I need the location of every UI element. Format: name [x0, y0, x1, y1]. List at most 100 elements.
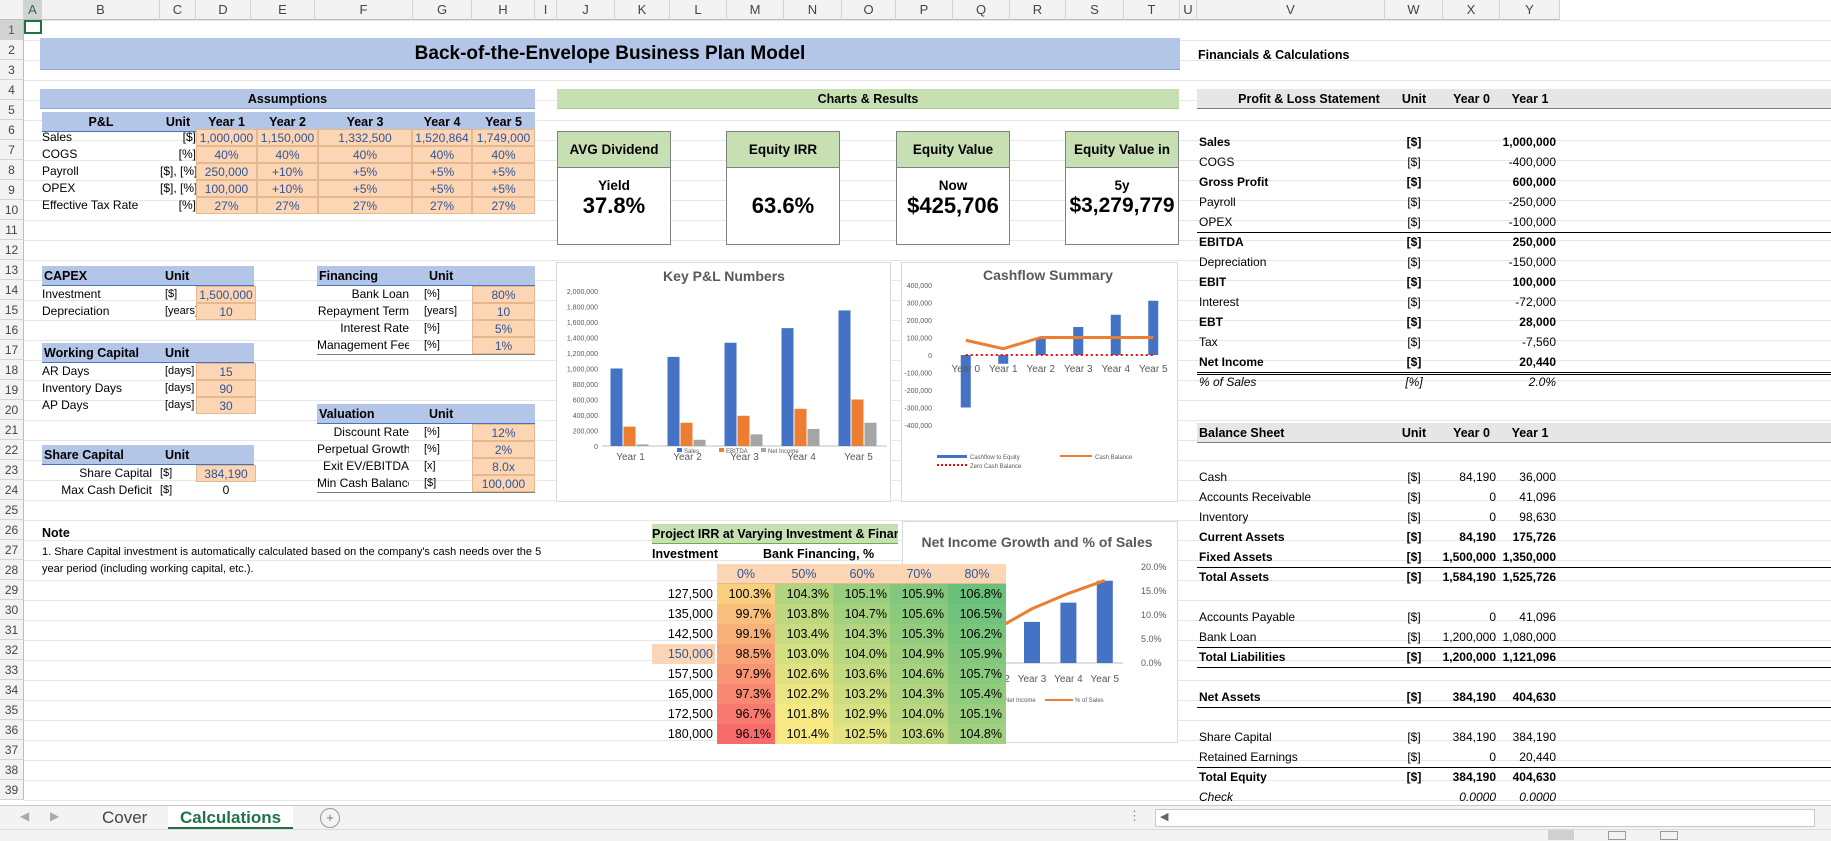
column-header-i[interactable]: I — [535, 0, 557, 20]
tab-calculations[interactable]: Calculations — [168, 806, 294, 830]
row-header-39[interactable]: 39 — [0, 780, 24, 800]
column-header-v[interactable]: V — [1197, 0, 1385, 20]
row-header-23[interactable]: 23 — [0, 460, 24, 480]
row-header-30[interactable]: 30 — [0, 600, 24, 620]
column-header-w[interactable]: W — [1385, 0, 1443, 20]
financing-value[interactable]: 80% — [472, 286, 535, 303]
pl-assumption-cell[interactable]: 27% — [196, 197, 257, 214]
pl-assumption-cell[interactable]: 1,520,864 — [412, 129, 472, 146]
select-all-corner[interactable] — [0, 0, 24, 20]
column-header-y[interactable]: Y — [1500, 0, 1560, 20]
financing-value[interactable]: 1% — [472, 337, 535, 354]
row-header-29[interactable]: 29 — [0, 580, 24, 600]
pl-assumption-cell[interactable]: +5% — [472, 163, 535, 180]
pl-assumption-cell[interactable]: 40% — [196, 146, 257, 163]
capex-value[interactable]: 1,500,000 — [196, 286, 256, 303]
row-header-16[interactable]: 16 — [0, 320, 24, 340]
valuation-value[interactable]: 100,000 — [472, 475, 535, 492]
column-header-x[interactable]: X — [1443, 0, 1500, 20]
pl-assumption-cell[interactable]: 250,000 — [196, 163, 257, 180]
pl-assumption-cell[interactable]: 40% — [472, 146, 535, 163]
pl-assumption-cell[interactable]: 1,749,000 — [472, 129, 535, 146]
row-header-26[interactable]: 26 — [0, 520, 24, 540]
pl-chart[interactable]: Key P&L Numbers 2,000,000 1,800,000 1,600,0… — [556, 262, 891, 502]
selected-cell[interactable] — [24, 20, 42, 34]
pl-assumption-cell[interactable]: 40% — [257, 146, 318, 163]
row-header-5[interactable]: 5 — [0, 100, 24, 120]
column-header-j[interactable]: J — [557, 0, 615, 20]
financing-value[interactable]: 10 — [472, 303, 535, 320]
pl-assumption-cell[interactable]: 27% — [412, 197, 472, 214]
working-capital-value[interactable]: 30 — [196, 397, 256, 414]
next-sheet-icon[interactable]: ▶ — [50, 809, 60, 823]
financing-value[interactable]: 5% — [472, 320, 535, 337]
row-header-13[interactable]: 13 — [0, 260, 24, 280]
row-header-36[interactable]: 36 — [0, 720, 24, 740]
row-header-20[interactable]: 20 — [0, 400, 24, 420]
scroll-left-icon[interactable]: ◀ — [1160, 811, 1169, 823]
row-header-11[interactable]: 11 — [0, 220, 24, 240]
pl-assumption-cell[interactable]: +10% — [257, 163, 318, 180]
page-break-icon[interactable] — [1660, 831, 1678, 840]
column-header-r[interactable]: R — [1010, 0, 1066, 20]
pl-assumption-cell[interactable]: 40% — [318, 146, 412, 163]
splitter-icon[interactable]: ⋮ — [1128, 808, 1141, 823]
row-header-31[interactable]: 31 — [0, 620, 24, 640]
row-header-12[interactable]: 12 — [0, 240, 24, 260]
column-header-s[interactable]: S — [1066, 0, 1124, 20]
column-header-o[interactable]: O — [842, 0, 896, 20]
column-header-n[interactable]: N — [784, 0, 842, 20]
page-layout-icon[interactable] — [1608, 831, 1626, 840]
valuation-value[interactable]: 2% — [472, 441, 535, 458]
column-header-m[interactable]: M — [727, 0, 784, 20]
row-header-2[interactable]: 2 — [0, 40, 24, 60]
column-header-f[interactable]: F — [315, 0, 413, 20]
row-header-34[interactable]: 34 — [0, 680, 24, 700]
normal-view-icon[interactable] — [1548, 830, 1574, 840]
row-header-35[interactable]: 35 — [0, 700, 24, 720]
row-header-3[interactable]: 3 — [0, 60, 24, 80]
row-header-28[interactable]: 28 — [0, 560, 24, 580]
column-header-u[interactable]: U — [1180, 0, 1197, 20]
column-header-l[interactable]: L — [670, 0, 727, 20]
pl-assumption-cell[interactable]: 1,332,500 — [318, 129, 412, 146]
pl-assumption-cell[interactable]: 1,150,000 — [257, 129, 318, 146]
valuation-value[interactable]: 12% — [472, 424, 535, 441]
row-header-15[interactable]: 15 — [0, 300, 24, 320]
horizontal-scrollbar[interactable]: ◀ — [1155, 809, 1815, 827]
row-header-19[interactable]: 19 — [0, 380, 24, 400]
working-capital-value[interactable]: 90 — [196, 380, 256, 397]
pl-assumption-cell[interactable]: 40% — [412, 146, 472, 163]
add-sheet-icon[interactable]: + — [320, 808, 340, 828]
row-header-37[interactable]: 37 — [0, 740, 24, 760]
row-header-21[interactable]: 21 — [0, 420, 24, 440]
column-header-t[interactable]: T — [1124, 0, 1180, 20]
column-header-e[interactable]: E — [251, 0, 315, 20]
pl-assumption-cell[interactable]: +5% — [472, 180, 535, 197]
row-header-10[interactable]: 10 — [0, 200, 24, 220]
row-header-32[interactable]: 32 — [0, 640, 24, 660]
tab-cover[interactable]: Cover — [102, 808, 148, 827]
column-header-g[interactable]: G — [413, 0, 472, 20]
valuation-value[interactable]: 8.0x — [472, 458, 535, 475]
column-header-k[interactable]: K — [615, 0, 670, 20]
prev-sheet-icon[interactable]: ◀ — [20, 809, 30, 823]
pl-assumption-cell[interactable]: +5% — [412, 180, 472, 197]
column-header-b[interactable]: B — [42, 0, 160, 20]
cashflow-chart[interactable]: Cashflow Summary 400,000 300,000 200,000 100… — [901, 262, 1178, 502]
pl-assumption-cell[interactable]: 27% — [257, 197, 318, 214]
row-header-7[interactable]: 7 — [0, 140, 24, 160]
pl-assumption-cell[interactable]: 100,000 — [196, 180, 257, 197]
working-capital-value[interactable]: 15 — [196, 363, 256, 380]
pl-assumption-cell[interactable]: +10% — [257, 180, 318, 197]
row-header-33[interactable]: 33 — [0, 660, 24, 680]
column-header-c[interactable]: C — [160, 0, 196, 20]
row-header-25[interactable]: 25 — [0, 500, 24, 520]
row-header-38[interactable]: 38 — [0, 760, 24, 780]
column-header-q[interactable]: Q — [953, 0, 1010, 20]
row-header-22[interactable]: 22 — [0, 440, 24, 460]
capex-value[interactable]: 10 — [196, 303, 256, 320]
column-header-a[interactable]: A — [24, 0, 42, 20]
pl-assumption-cell[interactable]: +5% — [318, 163, 412, 180]
pl-assumption-cell[interactable]: 27% — [472, 197, 535, 214]
